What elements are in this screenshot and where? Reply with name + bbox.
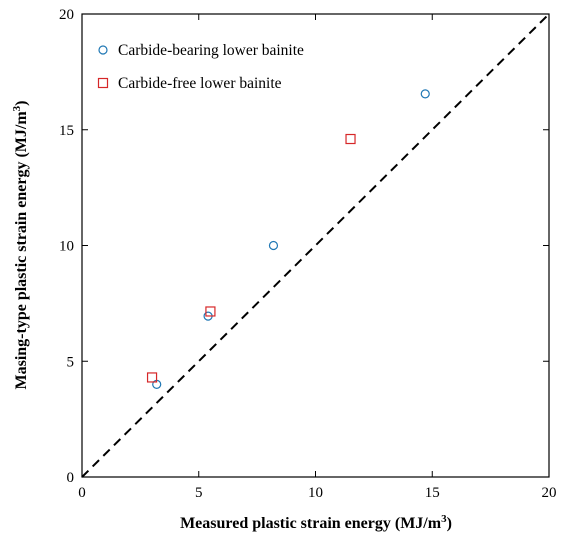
x-tick-label: 20 xyxy=(542,485,557,501)
data-point-circle xyxy=(420,89,430,99)
x-tick-label: 10 xyxy=(308,485,323,501)
data-point-square xyxy=(146,372,158,383)
x-tick-label: 5 xyxy=(195,485,203,501)
data-point-square xyxy=(205,306,216,317)
y-tick-label: 0 xyxy=(67,470,75,486)
legend-marker-circle xyxy=(98,45,108,55)
reference-line xyxy=(81,13,550,478)
y-tick-label: 10 xyxy=(59,239,74,255)
y-tick-label: 15 xyxy=(59,123,74,139)
data-marks xyxy=(146,89,430,389)
data-point-circle xyxy=(268,240,279,251)
x-axis-title: Measured plastic strain energy (MJ/m3) xyxy=(180,513,452,532)
y-tick-label: 20 xyxy=(59,7,74,23)
y-axis-title: Masing-type plastic strain energy (MJ/m3… xyxy=(11,100,30,389)
legend-label: Carbide-free lower bainite xyxy=(118,75,282,92)
y-tick-label: 5 xyxy=(67,354,75,370)
axis-ticks: 0 5 10 15 20 0 5 10 15 20 xyxy=(59,7,557,501)
legend-marker-square xyxy=(97,77,109,89)
legend-label: Carbide-bearing lower bainite xyxy=(118,42,304,59)
x-tick-label: 15 xyxy=(425,485,440,501)
legend: Carbide-bearing lower bainite Carbide-fre… xyxy=(97,42,304,92)
reference-line-layer xyxy=(81,13,550,478)
data-point-square xyxy=(345,133,356,145)
x-tick-label: 0 xyxy=(78,485,86,501)
